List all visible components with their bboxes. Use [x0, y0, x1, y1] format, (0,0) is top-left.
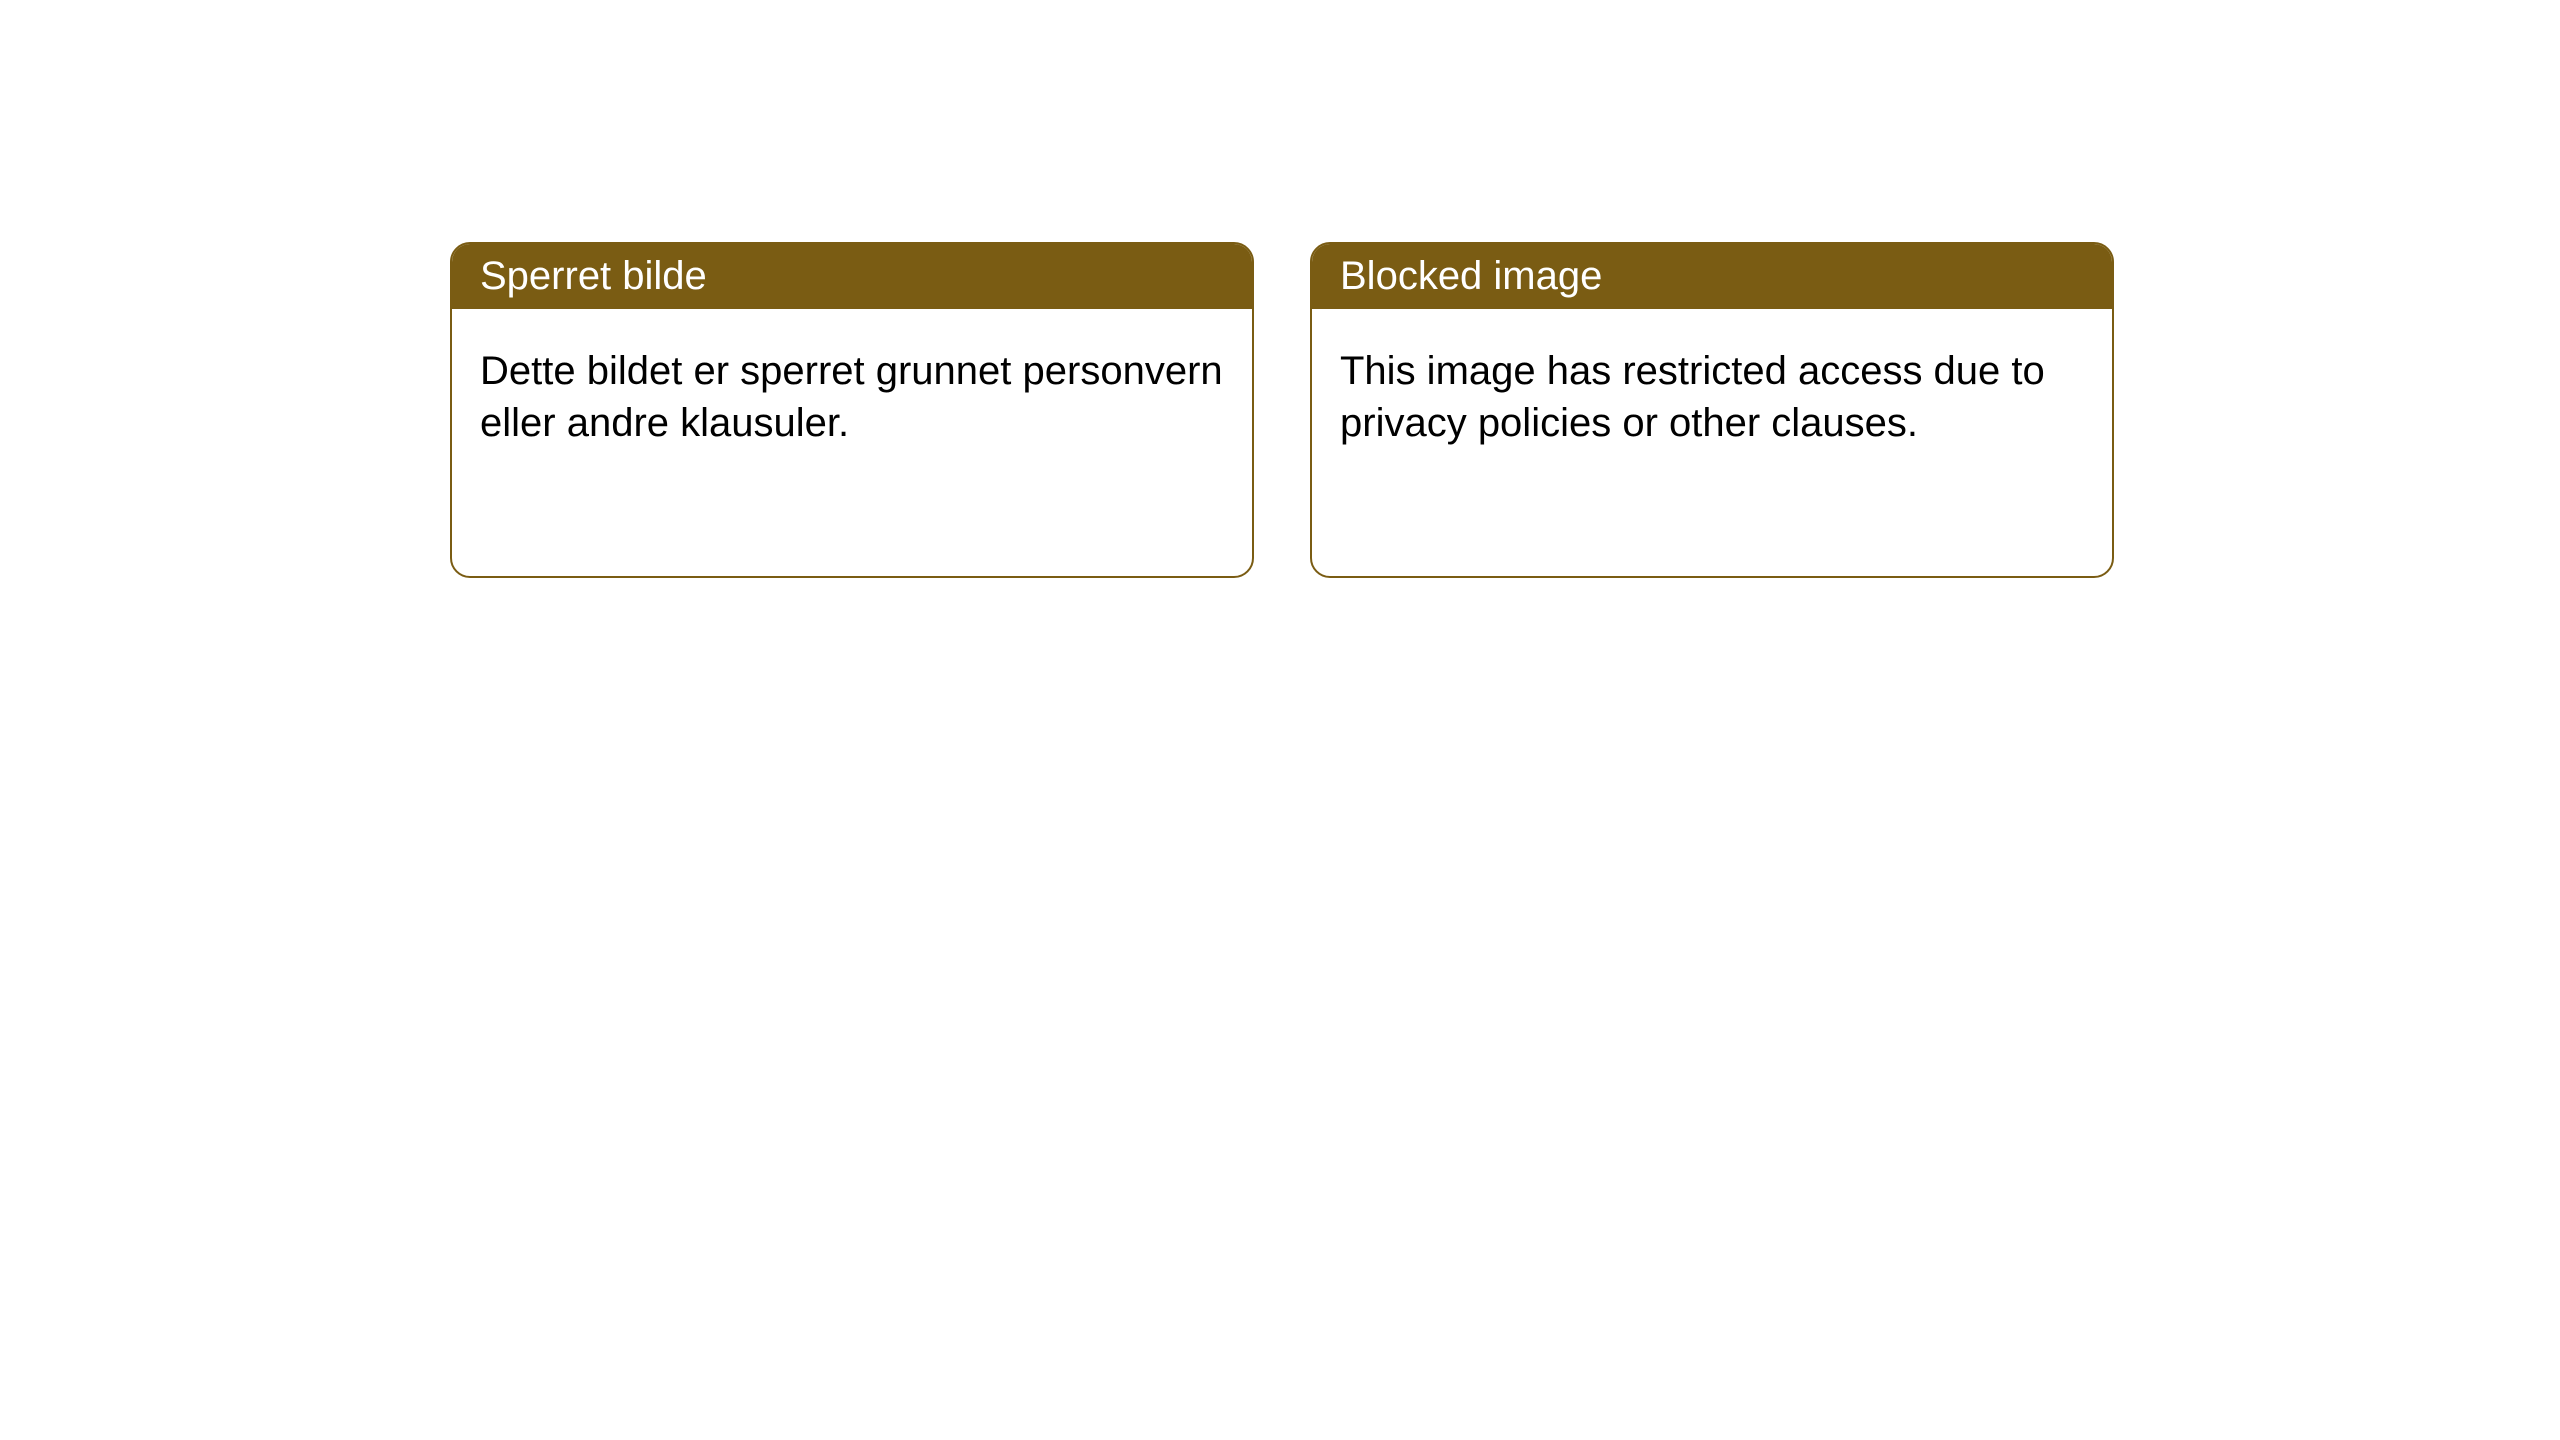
notice-header-norwegian: Sperret bilde	[452, 244, 1252, 309]
notice-container: Sperret bilde Dette bildet er sperret gr…	[450, 242, 2114, 578]
notice-body-english: This image has restricted access due to …	[1312, 309, 2112, 485]
notice-card-english: Blocked image This image has restricted …	[1310, 242, 2114, 578]
notice-card-norwegian: Sperret bilde Dette bildet er sperret gr…	[450, 242, 1254, 578]
notice-body-norwegian: Dette bildet er sperret grunnet personve…	[452, 309, 1252, 485]
notice-header-english: Blocked image	[1312, 244, 2112, 309]
